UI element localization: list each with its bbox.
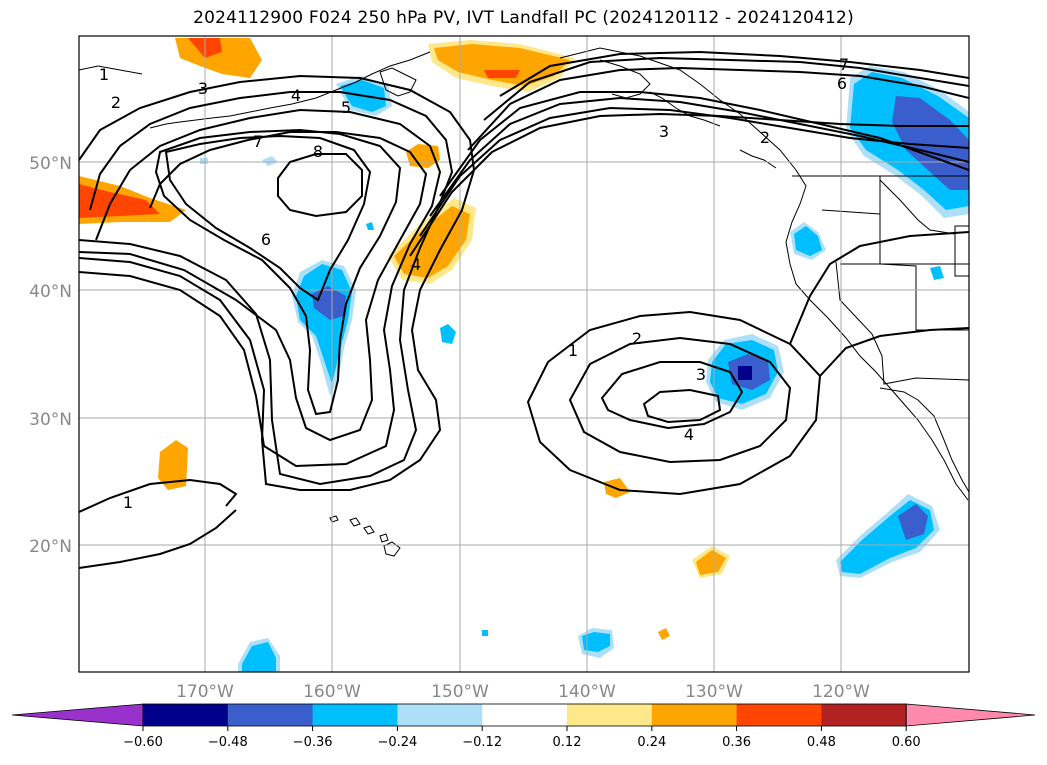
colorbar-tick-label: −0.60 (123, 735, 163, 750)
colorbar-segment (651, 704, 738, 726)
lat-label: 20°N (29, 537, 72, 557)
lon-label: 130°W (685, 682, 743, 702)
contour-label: 3 (198, 79, 208, 98)
colorbar-extension-high (905, 703, 1036, 727)
colorbar-segment (312, 704, 398, 726)
colorbar-segment (567, 704, 653, 726)
colorbar-segment (821, 704, 907, 726)
colorbar: −0.60 −0.48 −0.36 −0.24 −0.12 0.12 0.24 0.36 0.4… (11, 703, 1036, 750)
contour-label: 3 (696, 365, 706, 384)
colorbar-outline (142, 703, 907, 727)
colorbar-tick-label: 0.60 (892, 735, 921, 750)
colorbar-tick-label: 0.48 (807, 735, 836, 750)
coastlines (79, 47, 969, 557)
colorbar-tick-label: −0.36 (293, 735, 333, 750)
colorbar-segment (736, 704, 822, 726)
colorbar-tick-label: −0.12 (462, 735, 502, 750)
colorbar-extension-low (11, 703, 144, 727)
contour-label: 2 (632, 329, 642, 348)
map-frame (78, 35, 970, 673)
colorbar-tick-label: −0.24 (377, 735, 417, 750)
contour-label: 6 (261, 230, 271, 249)
contour-label: 3 (659, 122, 669, 141)
contour-label: 6 (837, 74, 847, 93)
lon-label: 150°W (431, 682, 489, 702)
contour-label: 2 (760, 128, 770, 147)
lat-label: 40°N (29, 282, 72, 302)
lon-label: 120°W (812, 682, 870, 702)
contour-label: 4 (291, 86, 301, 105)
contour-label-group: 1 2 3 4 5 6 7 8 7 6 3 2 4 1 2 3 4 1 (99, 55, 849, 512)
map-title: 2024112900 F024 250 hPa PV, IVT Landfall… (193, 8, 854, 28)
ivt-contours (79, 50, 969, 569)
lat-label: 50°N (29, 154, 72, 174)
lon-label: 160°W (303, 682, 361, 702)
colorbar-tick-label: 0.36 (722, 735, 751, 750)
contour-label: 4 (684, 425, 694, 444)
contour-label: 5 (341, 98, 351, 117)
lat-label: 30°N (29, 410, 72, 430)
contour-label: 1 (123, 493, 133, 512)
colorbar-segment (227, 704, 314, 726)
longitude-labels: 170°W 160°W 150°W 140°W 130°W 120°W (176, 682, 870, 702)
contour-label: 7 (839, 55, 849, 74)
lon-label: 170°W (176, 682, 234, 702)
colorbar-tick-label: 0.24 (637, 735, 666, 750)
lon-label: 140°W (558, 682, 616, 702)
contour-label: 1 (99, 65, 109, 84)
contour-label: 1 (568, 341, 578, 360)
colorbar-segment (482, 704, 568, 726)
colorbar-tick-label: 0.12 (553, 735, 582, 750)
contour-label: 8 (313, 142, 323, 161)
contour-label: 2 (111, 93, 121, 112)
contour-label: 7 (253, 132, 263, 151)
colorbar-segment (397, 704, 483, 726)
colorbar-tick-label: −0.48 (208, 735, 248, 750)
latitude-labels: 50°N 40°N 30°N 20°N (29, 154, 72, 557)
contour-label: 4 (411, 255, 421, 274)
colorbar-segment (143, 704, 229, 726)
